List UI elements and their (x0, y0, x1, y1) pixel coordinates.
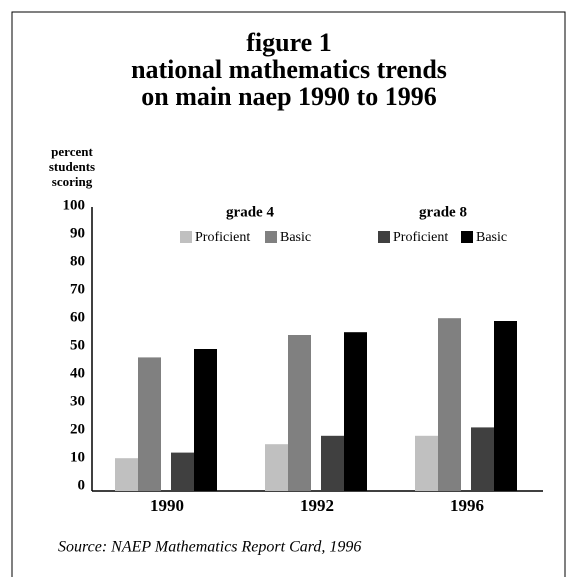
y-tick-label: 20 (70, 421, 85, 437)
y-axis-label: students (49, 159, 95, 174)
bar (265, 444, 288, 491)
y-tick-label: 50 (70, 337, 85, 353)
bar (115, 458, 138, 491)
legend-label: Proficient (393, 230, 448, 245)
y-axis-label: percent (51, 144, 93, 159)
y-axis-label: scoring (52, 174, 93, 189)
legend-swatch (180, 231, 192, 243)
bar (494, 321, 517, 491)
bar (471, 427, 494, 491)
legend-group-title: grade 4 (226, 204, 274, 220)
y-tick-label: 30 (70, 393, 85, 409)
source: Source: NAEP Mathematics Report Card, 19… (58, 539, 361, 556)
bar (288, 335, 311, 491)
bar (321, 435, 344, 491)
bar (344, 332, 367, 491)
legend-label: Proficient (195, 230, 250, 245)
legend-swatch (265, 231, 277, 243)
bar (194, 349, 217, 491)
legend-swatch (378, 231, 390, 243)
chart-title: figure 1 (246, 28, 331, 57)
y-tick-label: 40 (70, 365, 85, 381)
y-tick-label: 60 (70, 309, 85, 325)
bar (415, 435, 438, 491)
bar (171, 452, 194, 491)
x-tick-label: 1990 (150, 496, 184, 515)
x-tick-label: 1996 (450, 496, 484, 515)
y-tick-label: 0 (78, 477, 86, 493)
y-tick-label: 100 (63, 197, 86, 213)
x-tick-label: 1992 (300, 496, 334, 515)
legend-label: Basic (476, 230, 507, 245)
y-tick-label: 10 (70, 449, 85, 465)
chart-title: on main naep 1990 to 1996 (141, 82, 436, 111)
bar (138, 357, 161, 491)
legend-swatch (461, 231, 473, 243)
y-tick-label: 80 (70, 253, 85, 269)
chart-title: national mathematics trends (131, 55, 447, 84)
frame (11, 11, 566, 582)
bar (438, 318, 461, 491)
legend-group-title: grade 8 (419, 204, 467, 220)
legend-label: Basic (280, 230, 311, 245)
y-tick-label: 70 (70, 281, 85, 297)
y-tick-label: 90 (70, 225, 85, 241)
